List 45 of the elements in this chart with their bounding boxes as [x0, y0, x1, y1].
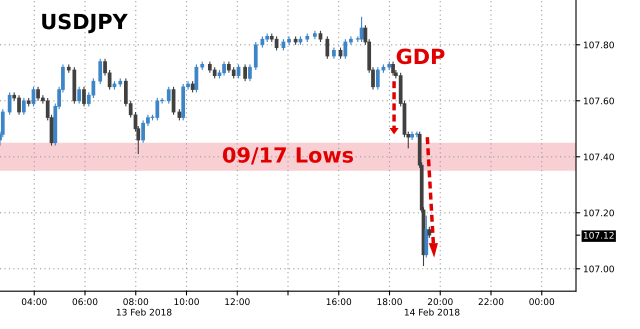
y-tick-label: 107.20 — [584, 210, 614, 216]
text: 13 Feb 2018 — [116, 308, 172, 316]
candlestick — [427, 226, 432, 239]
candlestick — [391, 61, 395, 76]
candlestick — [243, 64, 247, 82]
candlestick — [254, 41, 258, 71]
annotation: GDP — [396, 48, 444, 64]
y-tick-label: 107.12 — [584, 232, 614, 239]
text: 14 Feb 2018 — [404, 308, 460, 316]
x-tick-label: 22:00 — [478, 298, 504, 306]
x-tick-label: 16:00 — [326, 298, 352, 306]
band-label: 09/17 Lows — [222, 147, 354, 164]
candlestick — [82, 86, 86, 107]
candlestick — [360, 16, 364, 43]
x-tick-label: 00:00 — [529, 298, 554, 306]
y-tick-label: 107.00 — [584, 265, 614, 272]
candlestick — [338, 47, 342, 60]
candlestick — [77, 86, 82, 104]
candlestick — [166, 86, 171, 104]
x-tick-label: 20:00 — [428, 298, 453, 306]
candlestick — [190, 80, 194, 93]
text: USDJPY — [42, 14, 128, 34]
candlestick — [376, 66, 380, 90]
candlestick — [325, 36, 330, 60]
candlestick — [236, 64, 240, 79]
candlestick — [248, 64, 252, 82]
x-tick-label: 08:00 — [123, 298, 148, 306]
candlestick — [343, 38, 348, 60]
x-tick-label: 12:00 — [225, 298, 250, 306]
candlestick — [332, 47, 336, 60]
candlestick — [8, 92, 12, 116]
x-tick-label: 06:00 — [72, 298, 98, 306]
candlestick — [194, 64, 198, 93]
x-tick-label: 04:00 — [22, 298, 47, 306]
candlestick — [22, 97, 26, 116]
x-tick-label: 10:00 — [174, 298, 199, 306]
y-tick-label: 107.40 — [584, 154, 614, 160]
candlestick — [178, 108, 182, 121]
candlestick — [172, 86, 176, 116]
x-tick-label: 18:00 — [377, 298, 402, 306]
candlestick — [98, 58, 102, 85]
y-tick-label: 107.60 — [584, 98, 614, 104]
candlestick — [32, 86, 36, 107]
candlestick — [318, 30, 322, 43]
y-tick-label: 107.80 — [584, 42, 614, 48]
